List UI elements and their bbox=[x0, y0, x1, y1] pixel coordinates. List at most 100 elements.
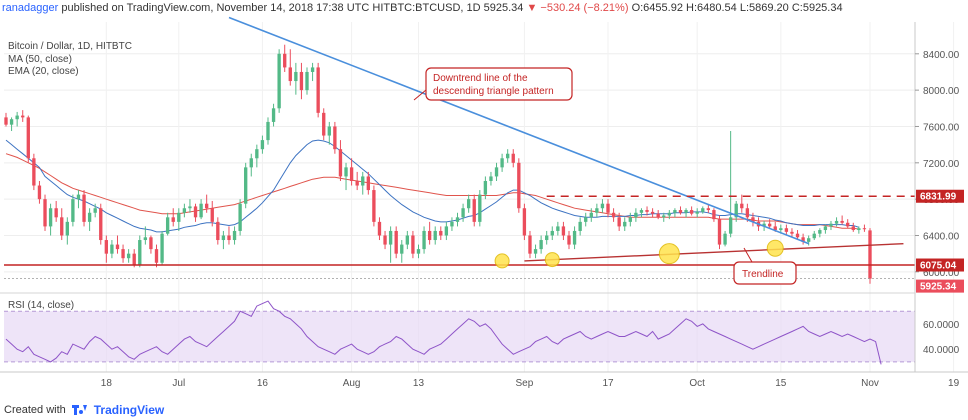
time-tick-label: Aug bbox=[343, 378, 361, 389]
time-tick-label: Jul bbox=[172, 378, 185, 389]
candle-body bbox=[500, 158, 504, 168]
candle-body bbox=[32, 158, 36, 186]
chart-grid bbox=[4, 22, 955, 372]
candle-body bbox=[840, 220, 844, 223]
author-name[interactable]: ranadagger bbox=[2, 2, 59, 14]
candle-body bbox=[383, 235, 387, 245]
candle-body bbox=[21, 115, 25, 118]
candle-body bbox=[9, 119, 14, 125]
change-arrow: ▼ bbox=[526, 2, 538, 14]
indicator-legend-item: EMA (20, close) bbox=[8, 66, 79, 77]
candle-body bbox=[723, 233, 727, 245]
rsi-legend: RSI (14, close) bbox=[8, 300, 74, 311]
candle-body bbox=[60, 217, 64, 236]
candle-body bbox=[171, 217, 175, 222]
candle-body bbox=[271, 108, 276, 122]
trendline-callout-pointer bbox=[743, 247, 753, 263]
candle-body bbox=[472, 199, 476, 222]
candle-body bbox=[388, 230, 393, 245]
candle-body bbox=[695, 211, 699, 214]
close-value: C:5925.34 bbox=[791, 2, 843, 14]
candle-body bbox=[494, 167, 499, 177]
candle-body bbox=[539, 240, 543, 250]
trendline-touch-marker bbox=[658, 243, 680, 265]
support-price-label-box bbox=[916, 258, 964, 272]
resistance-price-label-box bbox=[916, 189, 964, 203]
candle-body bbox=[589, 212, 593, 218]
candle-body bbox=[333, 126, 337, 150]
candle-body bbox=[439, 230, 443, 236]
candle-body bbox=[517, 162, 521, 209]
price-tick-label: 8400.00 bbox=[923, 50, 960, 61]
candle-body bbox=[188, 206, 192, 209]
time-tick-label: 19 bbox=[948, 378, 960, 389]
candle-body bbox=[578, 221, 582, 231]
candle-body bbox=[807, 238, 811, 242]
trendline-callout-box bbox=[733, 261, 797, 285]
candle-body bbox=[121, 249, 125, 259]
trendline-touch-marker bbox=[494, 253, 510, 269]
downtrend-callout-box bbox=[425, 67, 573, 101]
indicator-legend-item: MA (50, close) bbox=[8, 54, 72, 65]
candle-body bbox=[584, 217, 588, 222]
candle-body bbox=[221, 235, 226, 241]
candle-body bbox=[645, 210, 649, 212]
candle-body bbox=[834, 220, 839, 224]
candle-body bbox=[316, 67, 320, 113]
candle-body bbox=[684, 210, 688, 213]
candle-body bbox=[829, 223, 833, 227]
ascending-trendline bbox=[524, 242, 904, 262]
candle-body bbox=[238, 203, 242, 231]
candle-body bbox=[165, 217, 170, 234]
price-tick-label: 7200.00 bbox=[923, 159, 960, 170]
candle-body bbox=[294, 71, 298, 82]
candle-body bbox=[545, 235, 549, 241]
candle-body bbox=[37, 185, 42, 200]
legend: Bitcoin / Dollar, 1D, HITBTC MA (50, clos… bbox=[8, 41, 132, 311]
rsi-line bbox=[5, 300, 882, 365]
candle-body bbox=[327, 126, 331, 136]
candle-body bbox=[322, 112, 326, 136]
candle-body bbox=[706, 208, 711, 211]
candle-body bbox=[26, 117, 30, 159]
time-tick-label: Sep bbox=[516, 378, 534, 389]
high-value: H:6480.54 bbox=[686, 2, 737, 14]
candle-body bbox=[639, 210, 644, 213]
candle-body bbox=[255, 149, 259, 159]
candle-body bbox=[405, 235, 410, 245]
last-price: 5925.34 bbox=[483, 2, 524, 14]
candle-body bbox=[483, 180, 488, 195]
chart-title: Bitcoin / Dollar, 1D, HITBTC bbox=[8, 41, 132, 52]
downtrend-callout-line2: descending triangle pattern bbox=[433, 86, 554, 97]
candle-body bbox=[678, 210, 683, 213]
resistance-price-label: 6831.99 bbox=[920, 192, 957, 203]
candle-body bbox=[344, 167, 348, 177]
candle-body bbox=[561, 226, 566, 236]
candle-body bbox=[611, 212, 616, 218]
candle-body bbox=[366, 176, 370, 191]
candle-body bbox=[126, 253, 131, 259]
symbol-text: HITBTC:BTCUSD, 1D bbox=[372, 2, 481, 14]
price-tick-label: 8000.00 bbox=[923, 86, 960, 97]
candle-body bbox=[361, 176, 365, 186]
price-tick-label: 7600.00 bbox=[923, 122, 960, 133]
low-value: L:5869.20 bbox=[739, 2, 789, 14]
candle-body bbox=[701, 208, 705, 212]
rsi-tick-label: 40.0000 bbox=[923, 345, 960, 356]
candle-body bbox=[104, 240, 109, 254]
candle-body bbox=[283, 53, 287, 68]
candle-body bbox=[372, 190, 376, 222]
trendline-touch-marker bbox=[766, 239, 784, 257]
candle-body bbox=[779, 228, 783, 231]
tradingview-link[interactable]: TradingView bbox=[93, 403, 165, 417]
candle-body bbox=[260, 140, 265, 150]
time-tick-label: 18 bbox=[101, 378, 113, 389]
candle-body bbox=[433, 230, 437, 241]
candle-body bbox=[522, 208, 527, 236]
candle-body bbox=[595, 208, 599, 213]
publish-info: ranadagger published on TradingView.com,… bbox=[2, 2, 843, 14]
candle-body bbox=[249, 158, 253, 168]
candle-body bbox=[823, 226, 828, 231]
tradingview-logo-icon bbox=[71, 405, 87, 415]
